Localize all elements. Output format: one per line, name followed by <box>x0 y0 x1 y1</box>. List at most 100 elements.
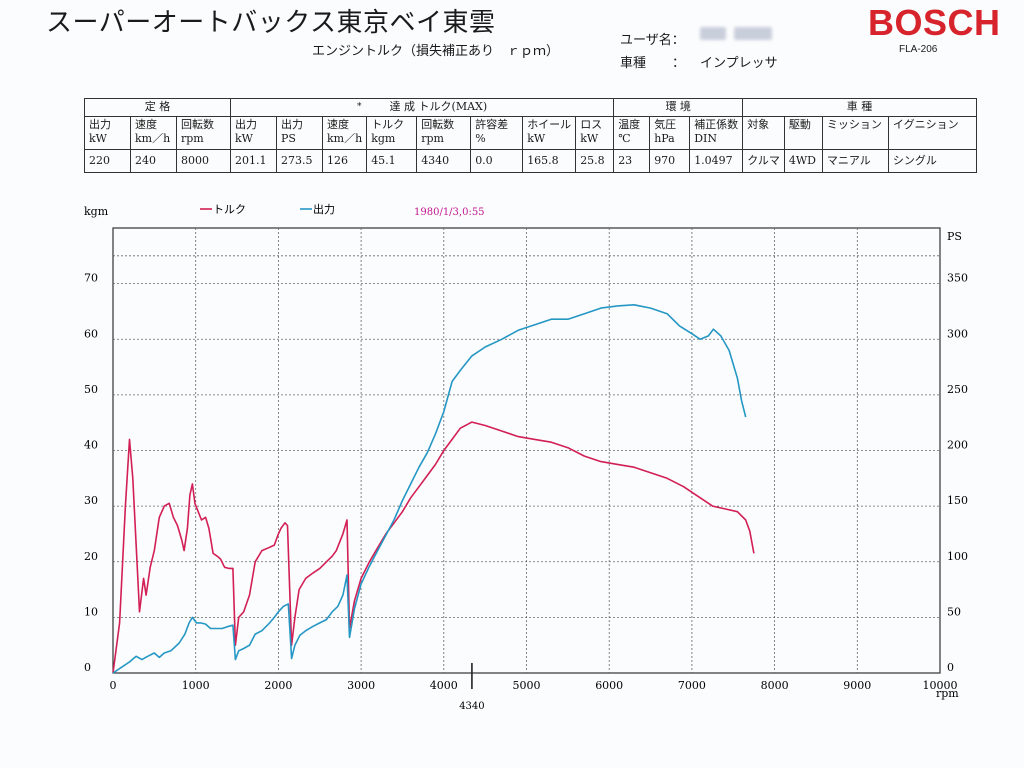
group-label: 達 成 トルク(MAX) <box>389 100 488 113</box>
redaction-block <box>700 27 726 40</box>
y-right-tick-label: 50 <box>947 605 961 618</box>
column-header: 速度 km／h <box>130 116 177 150</box>
table-cell: 220 <box>84 149 131 173</box>
dyno-chart: 0 1000 2000 3000 4000 5000 6000 7000 8000 9000 100… <box>84 202 968 712</box>
vehicle-model-label: 車種 ： <box>620 56 686 71</box>
table-cell: 240 <box>130 149 177 173</box>
x-tick-label: 6000 <box>595 679 623 692</box>
y-right-tick-label: 150 <box>947 494 968 507</box>
y-right-tick-label: 350 <box>947 272 968 285</box>
group-rated: 定 格 <box>84 98 231 117</box>
grid <box>113 228 940 673</box>
column-name: 速度 <box>327 118 349 131</box>
column-name: 回転数 <box>421 118 455 131</box>
column-name: 補正係数 <box>694 118 739 131</box>
y-right-tick-label: 100 <box>947 550 968 563</box>
column-unit: kW <box>527 132 546 145</box>
column-header: 温度 ℃ <box>613 116 651 150</box>
series-layer <box>112 304 755 674</box>
column-header: 回転数 rpm <box>416 116 472 150</box>
report-subtitle: エンジントルク（損失補正あり ｒｐｍ） <box>312 44 560 59</box>
group-environment: 環 境 <box>613 98 744 117</box>
column-name: 出力 <box>235 118 257 131</box>
column-name: 気圧 <box>654 118 677 131</box>
table-cell: 273.5 <box>276 149 323 173</box>
max-torque-rpm-label: 4340 <box>459 701 484 712</box>
column-unit: kW <box>235 132 253 145</box>
table-cell: 8000 <box>176 149 231 173</box>
table-cell: 1.0497 <box>689 149 744 173</box>
table-cell: 165.8 <box>522 149 577 173</box>
column-unit: kW <box>89 132 107 145</box>
table-cell: 970 <box>649 149 691 173</box>
column-name: 出力 <box>89 118 111 131</box>
user-name-redacted <box>700 27 772 40</box>
column-header: イグニション <box>887 116 977 150</box>
group-mark: * <box>357 102 362 112</box>
column-name: イグニション <box>892 118 959 131</box>
column-name: 回転数 <box>181 118 214 131</box>
specs-table: 定 格 * 達 成 トルク(MAX) 環 境 車 種 出力 kW 速度 km／h 回転数 r… <box>84 98 977 173</box>
shop-title: スーパーオートバックス東京ベイ東雲 <box>46 8 496 38</box>
bosch-logo: BOSCH <box>868 2 1001 43</box>
table-cell: 25.8 <box>575 149 615 173</box>
y-left-tick-label: 20 <box>84 550 98 563</box>
column-header: ホイール kW <box>522 116 577 150</box>
column-unit: rpm <box>421 132 444 145</box>
column-header: トルク kgm <box>366 116 418 150</box>
column-unit: ℃ <box>618 132 631 145</box>
column-name: 駆動 <box>788 118 811 131</box>
torque-curve <box>112 421 755 674</box>
column-header: 駆動 <box>783 116 823 150</box>
column-unit: % <box>475 132 486 145</box>
column-name: 温度 <box>618 118 641 131</box>
column-header: 出力 kW <box>84 116 131 150</box>
column-name: 許容差 <box>475 118 509 131</box>
column-header: 補正係数 DIN <box>689 116 744 150</box>
x-tick-label: 4000 <box>430 679 458 692</box>
x-tick-label: 5000 <box>513 679 541 692</box>
table-cell: マニアル <box>821 149 889 173</box>
x-tick-label: 1000 <box>182 679 210 692</box>
x-tick-label: 10000 <box>923 679 958 692</box>
left-axis-tick-labels: 0 10 20 30 40 50 60 70 <box>84 272 98 674</box>
column-unit: rpm <box>181 132 204 145</box>
column-name: トルク <box>371 118 405 131</box>
left-axis-label: kgm <box>84 205 109 218</box>
column-header: 出力 PS <box>276 116 323 150</box>
user-label: ユーザ名： <box>620 33 685 48</box>
column-name: 対象 <box>747 118 770 131</box>
x-tick-label: 7000 <box>678 679 706 692</box>
column-header: 許容差% <box>470 116 524 150</box>
column-unit: km／h <box>135 132 171 145</box>
column-name: 速度 <box>135 118 157 131</box>
column-header: ロス kW <box>575 116 615 150</box>
x-tick-label: 0 <box>110 679 117 692</box>
x-tick-label: 2000 <box>264 679 292 692</box>
column-header: 回転数 rpm <box>176 116 231 150</box>
column-header-row: 出力 kW 速度 km／h 回転数 rpm 出力 kW 出力 PS 速度 km／h トルク kgm 回転数 r… <box>84 116 977 150</box>
column-unit: hPa <box>654 132 675 145</box>
table-cell: 4WD <box>783 149 823 173</box>
column-name: ロス <box>580 118 603 131</box>
y-right-tick-label: 300 <box>947 327 968 340</box>
x-tick-label: 8000 <box>761 679 789 692</box>
y-left-tick-label: 40 <box>84 439 98 452</box>
column-header: 出力 kW <box>230 116 277 150</box>
x-axis-label: rpm <box>936 687 959 700</box>
y-left-tick-label: 0 <box>84 661 91 674</box>
column-unit: kW <box>580 132 599 145</box>
x-tick-label: 3000 <box>347 679 375 692</box>
y-left-tick-label: 30 <box>84 494 98 507</box>
timestamp: 1980/1/3,0:55 <box>414 207 485 218</box>
x-tick-label: 9000 <box>843 679 871 692</box>
y-left-tick-label: 50 <box>84 383 98 396</box>
group-vehicle-type: 車 種 <box>742 98 977 117</box>
column-header: 対象 <box>742 116 785 150</box>
y-right-tick-label: 250 <box>947 383 968 396</box>
y-right-tick-label: 0 <box>947 661 954 674</box>
table-cell: クルマ <box>742 149 785 173</box>
legend-label-power: 出力 <box>313 202 335 216</box>
right-axis-tick-labels: 0 50 100 150 200 250 300 350 <box>947 272 968 674</box>
y-left-tick-label: 10 <box>84 605 98 618</box>
